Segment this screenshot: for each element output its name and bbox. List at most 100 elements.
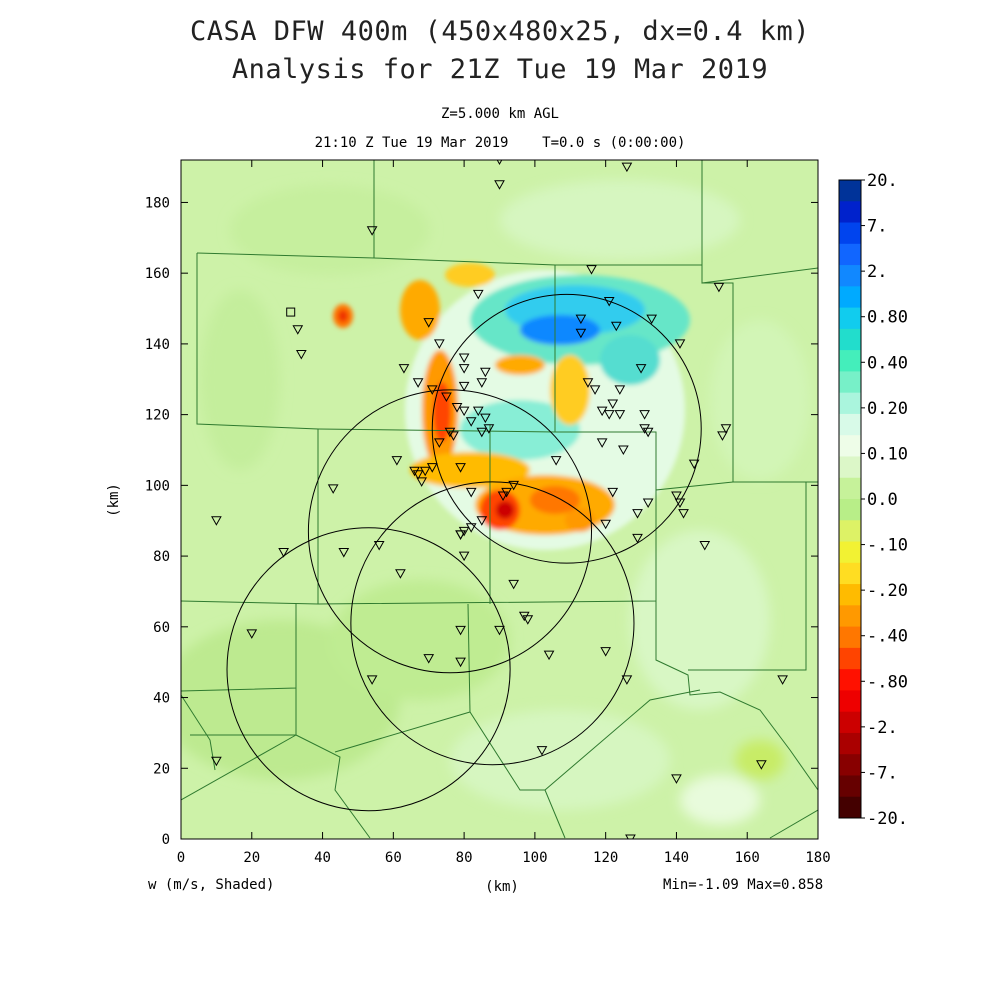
station-marker-icon [699, 540, 711, 551]
x-tick-label: 140 [664, 850, 689, 866]
radar-ring [350, 481, 635, 766]
station-marker-icon [720, 424, 732, 434]
colorbar-segment [839, 350, 861, 372]
station-marker-icon [688, 459, 700, 470]
colorbar-segment [839, 307, 861, 330]
station-marker-icon [451, 403, 463, 413]
station-marker-icon [458, 551, 470, 562]
colorbar-segment [839, 180, 861, 202]
station-marker-icon [295, 350, 307, 360]
station-marker-icon [586, 265, 597, 275]
station-marker-icon [426, 385, 438, 395]
station-marker-icon [433, 339, 445, 349]
y-tick-label: 180 [145, 195, 170, 211]
plot-frame [180, 159, 819, 840]
colorbar-segment [839, 477, 861, 500]
station-marker-icon [458, 353, 470, 364]
colorbar-label: 0.80 [867, 308, 908, 328]
station-marker-icon [416, 477, 427, 487]
station-marker-icon [674, 339, 686, 349]
x-tick-label: 60 [385, 850, 402, 866]
station-marker-icon [441, 392, 452, 402]
radar-range-rings [226, 293, 702, 812]
station-marker-icon [423, 654, 435, 664]
station-marker-icon [327, 484, 339, 494]
station-marker-icon [494, 625, 505, 636]
colorbar-segment [839, 392, 861, 415]
station-marker-icon [603, 296, 615, 307]
colorbar-segment [839, 328, 861, 351]
min-max-label: Min=-1.09 Max=0.858 [663, 877, 824, 893]
station-marker-icon [423, 318, 435, 328]
colorbar-segment [839, 265, 861, 287]
station-marker-icon [278, 548, 289, 558]
colorbar-label: -.40 [867, 627, 908, 647]
station-marker-icon [476, 427, 488, 438]
colorbar-segment [839, 201, 861, 224]
station-marker-icon [671, 774, 682, 784]
x-tick-label: 160 [735, 850, 760, 866]
colorbar-segment [839, 626, 861, 649]
station-marker-icon [458, 381, 470, 392]
colorbar-segment [839, 371, 861, 394]
colorbar-segment [839, 732, 861, 755]
station-marker-icon [444, 427, 456, 438]
station-marker-icon [600, 647, 612, 657]
station-marker-icon [476, 516, 488, 526]
x-tick-label: 0 [177, 850, 185, 866]
station-marker-icon [395, 569, 406, 579]
station-marker-icon [433, 438, 445, 448]
station-marker-icon [582, 378, 594, 388]
station-marker-icon [412, 378, 424, 388]
station-marker-icon [398, 364, 410, 374]
station-marker-icon [426, 463, 438, 473]
colorbar-segment [839, 222, 861, 245]
station-marker-icon [614, 385, 626, 395]
station-marker-icon [465, 523, 477, 533]
colorbar-label: -.80 [867, 672, 908, 692]
station-marker-icon [211, 516, 222, 526]
colorbar-segment [839, 584, 861, 606]
station-marker-icon [717, 431, 728, 441]
station-marker-icon [472, 289, 484, 300]
station-marker-icon [575, 314, 587, 325]
station-marker-icon [596, 406, 608, 417]
radar-ring [431, 293, 702, 564]
station-marker-icon [338, 548, 350, 558]
station-marker-icon [600, 519, 612, 530]
colorbar-label: -.10 [867, 536, 908, 556]
station-marker-icon [618, 445, 629, 456]
radar-ring [226, 527, 511, 812]
colorbar-label: -.20 [867, 581, 908, 601]
y-tick-label: 0 [162, 832, 170, 848]
station-marker-icon [621, 162, 633, 173]
colorbar-segment [839, 456, 861, 479]
station-marker-icon [476, 378, 488, 388]
colorbar-label: -2. [867, 718, 898, 738]
y-tick-label: 160 [145, 266, 170, 282]
station-marker-icon [639, 410, 650, 420]
y-tick-label: 140 [145, 337, 170, 353]
station-marker-icon [472, 406, 484, 417]
y-tick-label: 40 [153, 691, 170, 707]
station-marker-icon [419, 466, 431, 477]
field-layer [181, 160, 818, 839]
station-marker-icon [465, 487, 477, 498]
station-marker-icon [713, 282, 725, 293]
analysis-subtitle: Analysis for 21Z Tue 19 Mar 2019 [231, 54, 769, 85]
colorbar-label: 20. [867, 171, 898, 191]
station-marker-icon [642, 427, 654, 438]
station-marker-icon [678, 509, 689, 519]
station-marker-icon [455, 625, 466, 636]
x-tick-label: 20 [243, 850, 260, 866]
y-tick-label: 80 [153, 549, 170, 565]
radar-ring [307, 389, 593, 674]
colorbar-segment [839, 754, 861, 776]
level-label: Z=5.000 km AGL [440, 106, 559, 122]
station-marker-icon [211, 756, 222, 767]
station-marker-icon [543, 650, 555, 661]
colorbar-label: 2. [867, 262, 887, 282]
station-marker-icon [614, 410, 626, 420]
station-marker-icon [497, 491, 509, 501]
